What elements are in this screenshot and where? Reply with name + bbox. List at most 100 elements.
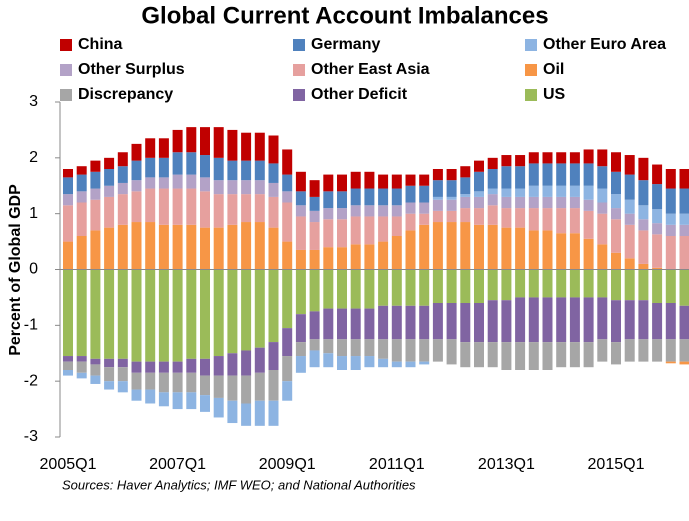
bar-segment	[158, 392, 169, 407]
legend-label: Discrepancy	[78, 86, 173, 103]
bar-segment	[652, 223, 663, 235]
bar-segment	[542, 196, 553, 209]
bar-segment	[268, 135, 279, 164]
bar-segment	[542, 185, 553, 197]
bar-segment	[200, 395, 210, 412]
bar-segment	[350, 356, 361, 370]
bar-segment	[90, 358, 101, 365]
bar-segment	[432, 169, 443, 181]
bar-segment	[117, 224, 128, 270]
bar-segment	[569, 233, 580, 270]
bar-segment	[624, 300, 635, 340]
bar-segment	[117, 358, 128, 368]
bar-segment	[583, 238, 594, 270]
bar-segment	[145, 138, 156, 158]
legend-swatch	[525, 39, 537, 51]
bar-segment	[528, 342, 539, 370]
bar-segment	[611, 252, 621, 270]
bar-segment	[104, 196, 115, 228]
bar-segment	[391, 361, 402, 368]
bar-segment	[419, 269, 430, 306]
bar-segment	[90, 375, 101, 384]
bar-segment	[63, 177, 73, 195]
bar-segment	[405, 202, 416, 214]
bar-segment	[213, 194, 224, 228]
bar-segment	[528, 208, 539, 231]
legend-swatch	[293, 39, 305, 51]
bar-segment	[474, 224, 484, 270]
bar-segment	[556, 196, 567, 209]
bar-segment	[76, 236, 87, 270]
bar-segment	[213, 180, 224, 195]
bar-segment	[542, 342, 553, 370]
bar-segment	[624, 213, 635, 225]
bar-segment	[419, 174, 430, 186]
bar-segment	[323, 269, 334, 309]
bar-segment	[405, 213, 416, 231]
bar-segment	[131, 222, 142, 270]
bar-segment	[432, 222, 443, 270]
bar-segment	[268, 227, 279, 270]
bar-segment	[569, 342, 580, 368]
bar-segment	[528, 196, 539, 209]
bar-segment	[460, 196, 471, 209]
bar-segment	[200, 177, 210, 192]
bar-segment	[158, 177, 169, 189]
bar-segment	[597, 166, 608, 189]
bar-segment	[474, 191, 484, 197]
bar-segment	[665, 269, 676, 303]
legend-swatch	[293, 89, 305, 101]
bar-segment	[282, 269, 293, 329]
bar-segment	[638, 230, 649, 264]
legend-swatch	[525, 89, 537, 101]
bar-segment	[432, 210, 443, 223]
bar-segment	[460, 222, 471, 270]
bar-segment	[460, 208, 471, 223]
bar-segment	[665, 213, 676, 225]
bar-segment	[90, 199, 101, 231]
bar-segment	[254, 160, 265, 181]
bar-segment	[487, 188, 498, 195]
bar-segment	[186, 224, 197, 270]
bar-segment	[76, 191, 87, 203]
bar-segment	[309, 249, 320, 270]
bar-segment	[515, 188, 526, 197]
bar-segment	[487, 342, 498, 368]
bar-segment	[213, 356, 224, 376]
bar-segment	[227, 129, 238, 161]
x-tick-label: 2015Q1	[588, 456, 645, 473]
bar-segment	[145, 269, 156, 362]
bar-segment	[295, 314, 306, 343]
bar-segment	[323, 353, 334, 368]
bar-segment	[515, 155, 526, 167]
bar-segment	[638, 180, 649, 206]
bar-segment	[405, 339, 416, 362]
bar-segment	[76, 202, 87, 236]
bar-segment	[391, 174, 402, 189]
bar-segment	[515, 297, 526, 343]
bar-segment	[117, 182, 128, 195]
bar-segment	[624, 269, 635, 301]
bar-segment	[679, 213, 689, 225]
bar-segment	[432, 339, 443, 362]
bar-segment	[350, 339, 361, 357]
y-tick-label: 3	[29, 93, 38, 110]
bar-segment	[117, 381, 128, 393]
bar-segment	[515, 342, 526, 370]
bar-segment	[474, 160, 484, 172]
bar-segment	[145, 389, 156, 404]
bar-segment	[104, 367, 115, 382]
bar-segment	[282, 191, 293, 203]
bar-segment	[172, 361, 183, 373]
bar-segment	[378, 305, 389, 340]
chart-title: Global Current Account Imbalances	[141, 2, 548, 29]
bar-segment	[63, 269, 73, 357]
bar-segment	[542, 208, 553, 231]
bar-segment	[624, 199, 635, 214]
bar-segment	[200, 227, 210, 270]
bar-segment	[158, 224, 169, 270]
bar-segment	[364, 269, 375, 309]
bar-segment	[90, 230, 101, 270]
bar-segment	[295, 356, 306, 373]
